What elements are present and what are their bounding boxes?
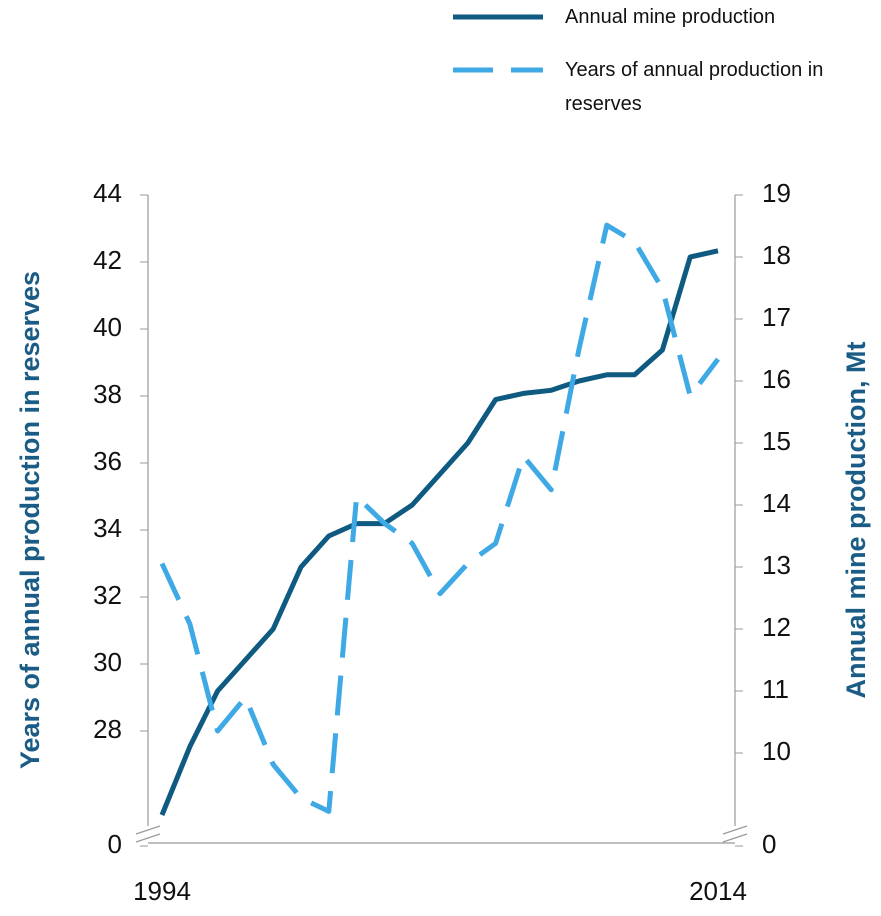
series-line [162, 225, 718, 811]
y2-tick-label: 10 [762, 736, 791, 766]
y-axis-title: Years of annual production in reserves [15, 271, 45, 769]
chart: Years of annual production in reserves A… [0, 0, 881, 916]
y2-tick-label: 0 [762, 829, 776, 859]
axis-break [136, 826, 160, 834]
legend-label: Years of annual production in reserves [565, 53, 865, 121]
y2-tick-label: 12 [762, 612, 791, 642]
y2-tick-label: 13 [762, 550, 791, 580]
y2-tick-label: 11 [762, 674, 789, 704]
y-tick-label: 44 [93, 178, 122, 208]
axis-break [136, 834, 160, 842]
y-tick-label: 38 [93, 379, 122, 409]
y-tick-label: 0 [108, 829, 122, 859]
y-tick-label: 40 [93, 312, 122, 342]
y2-tick-label: 18 [762, 240, 791, 270]
x-tick-label: 1994 [133, 876, 191, 906]
y2-tick-label: 17 [762, 302, 791, 332]
axis-break [723, 834, 747, 842]
y-tick-label: 34 [93, 513, 122, 543]
y2-axis-title: Annual mine production, Mt [841, 342, 871, 699]
y-tick-label: 32 [93, 580, 122, 610]
series-line [162, 251, 718, 815]
y2-tick-label: 16 [762, 364, 791, 394]
y-tick-label: 28 [93, 714, 122, 744]
legend-label: Annual mine production [565, 0, 865, 34]
page: {"chart_data": {"type": "line", "x": [19… [0, 0, 881, 916]
y-tick-label: 30 [93, 647, 122, 677]
x-tick-label: 2014 [689, 876, 747, 906]
axis-break [723, 826, 747, 834]
y-tick-label: 36 [93, 446, 122, 476]
y2-tick-label: 19 [762, 178, 791, 208]
y2-tick-label: 15 [762, 426, 791, 456]
y2-tick-label: 14 [762, 488, 791, 518]
y-tick-label: 42 [93, 245, 122, 275]
